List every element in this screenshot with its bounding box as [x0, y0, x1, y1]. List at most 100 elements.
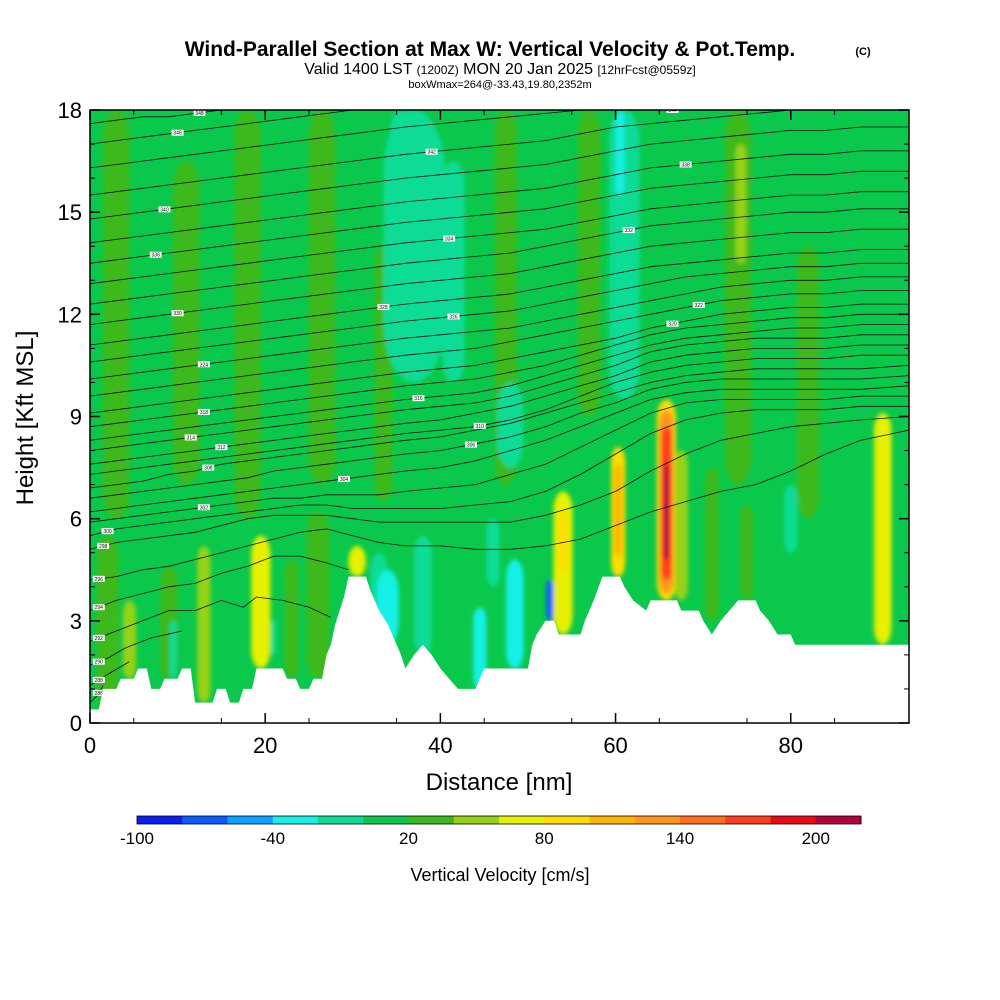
contour-label-318: 318 — [200, 410, 209, 416]
velocity-streak-19 — [740, 505, 754, 601]
contour-label-bg — [473, 422, 486, 429]
velocity-streak-5 — [257, 552, 267, 662]
contour-label-bg — [666, 110, 679, 113]
theta-contour-332 — [90, 208, 909, 305]
velocity-streak-47 — [486, 518, 500, 587]
contour-label-330: 330 — [173, 311, 182, 317]
contour-label-bg — [622, 227, 635, 234]
contour-label-290: 290 — [95, 660, 104, 666]
theta-contour-322 — [90, 290, 909, 397]
theta-contour-320 — [90, 303, 909, 414]
colorbar-swatch — [137, 816, 183, 824]
theta-contour-298 — [90, 416, 909, 550]
colorbar-swatch — [227, 816, 274, 824]
velocity-streak-44 — [615, 110, 625, 196]
colorbar-tick-label: -100 — [120, 829, 154, 848]
colorbar-tick-label: -40 — [260, 829, 285, 848]
velocity-streak-21 — [877, 484, 888, 594]
contour-label-294: 294 — [95, 605, 104, 611]
contour-label-bg — [447, 313, 460, 320]
x-tick-label: 60 — [603, 733, 627, 758]
contour-label-316: 316 — [414, 396, 423, 402]
velocity-streak-35 — [473, 607, 487, 689]
theta-contour-326 — [90, 262, 909, 363]
velocity-streak-36 — [506, 559, 524, 669]
velocity-streak-31 — [797, 246, 820, 519]
contour-label-338: 338 — [681, 162, 690, 168]
contour-label-296: 296 — [95, 577, 104, 583]
theta-contour-314 — [90, 334, 909, 451]
contour-label-298: 298 — [99, 544, 108, 550]
velocity-streak-25 — [308, 110, 336, 485]
theta-contour-340 — [90, 126, 909, 220]
colorbar-tick-label: 200 — [802, 829, 830, 848]
colorbar-tick-label: 140 — [666, 829, 694, 848]
contour-label-322: 322 — [695, 303, 704, 309]
contour-label-bg — [171, 310, 184, 317]
x-tick-label: 0 — [84, 733, 96, 758]
contour-label-bg — [465, 441, 478, 448]
contour-label-bg — [92, 604, 105, 611]
contour-label-348: 348 — [195, 111, 204, 117]
theta-contour-330 — [90, 228, 909, 325]
y-tick-label: 3 — [70, 609, 82, 634]
contour-label-bg — [679, 161, 692, 168]
velocity-streak-7 — [306, 511, 329, 679]
contour-label-346: 346 — [173, 131, 182, 137]
velocity-streak-45 — [497, 382, 524, 468]
contour-label-bg — [92, 676, 105, 683]
contour-label-324: 324 — [200, 362, 209, 368]
colorbar-tick-label: 80 — [535, 829, 554, 848]
contour-label-342: 342 — [427, 150, 436, 156]
x-axis-label: Distance [nm] — [426, 769, 573, 796]
subtitle-valid: Valid 1400 LST — [304, 61, 412, 78]
subtitle-fcst: [12hrFcst@0559z] — [597, 63, 695, 77]
colorbar-swatch — [589, 816, 636, 824]
colorbar-swatch — [499, 816, 545, 824]
velocity-streak-16 — [663, 464, 669, 560]
theta-contour-328 — [90, 249, 909, 346]
y-tick-label: 15 — [58, 200, 82, 225]
contour-label-bg — [149, 251, 162, 258]
contour-label-336: 336 — [152, 253, 161, 259]
y-tick-label: 12 — [58, 302, 82, 327]
theta-contour-336 — [90, 170, 909, 264]
contour-label-344: 344 — [668, 108, 677, 114]
contour-label-332: 332 — [625, 228, 634, 234]
velocity-streak-37 — [546, 579, 554, 621]
chart-subtitle: Valid 1400 LST (1200Z) MON 20 Jan 2025 [… — [304, 61, 695, 78]
contour-label-bg — [92, 658, 105, 665]
theta-contour-300 — [90, 405, 909, 537]
contour-label-310: 310 — [476, 424, 485, 430]
contour-label-bg — [158, 206, 171, 213]
contour-label-bg — [197, 408, 210, 415]
colorbar-tick-label: 20 — [399, 829, 418, 848]
theta-contour-344 — [90, 110, 581, 169]
contour-label-bg — [184, 434, 197, 441]
contour-label-bg — [338, 475, 351, 482]
y-axis-label: Height [Kft MSL] — [12, 331, 39, 506]
velocity-streak-30 — [735, 144, 747, 264]
velocity-streak-39 — [271, 620, 277, 655]
velocity-streak-34 — [414, 535, 432, 655]
velocity-streak-8 — [348, 545, 366, 577]
x-tick-label: 80 — [779, 733, 803, 758]
colorbar-swatch — [725, 816, 771, 824]
contour-label-340: 340 — [160, 207, 169, 213]
contour-label-bg — [97, 542, 110, 549]
contour-label-bg — [171, 129, 184, 136]
contour-label-300: 300 — [103, 529, 112, 535]
contour-label-286: 286 — [95, 691, 104, 697]
contour-label-bg — [92, 634, 105, 641]
contour-label-314: 314 — [187, 436, 196, 442]
copyright-mark: (C) — [855, 46, 871, 58]
theta-contour-296 — [90, 429, 909, 581]
velocity-streak-12 — [614, 464, 622, 557]
contour-label-bg — [92, 575, 105, 582]
x-tick-label: 20 — [253, 733, 277, 758]
contour-label-bg — [412, 395, 425, 402]
colorbar-swatch — [182, 816, 228, 824]
contour-label-bg — [666, 320, 679, 327]
theta-contour-346 — [90, 110, 353, 145]
